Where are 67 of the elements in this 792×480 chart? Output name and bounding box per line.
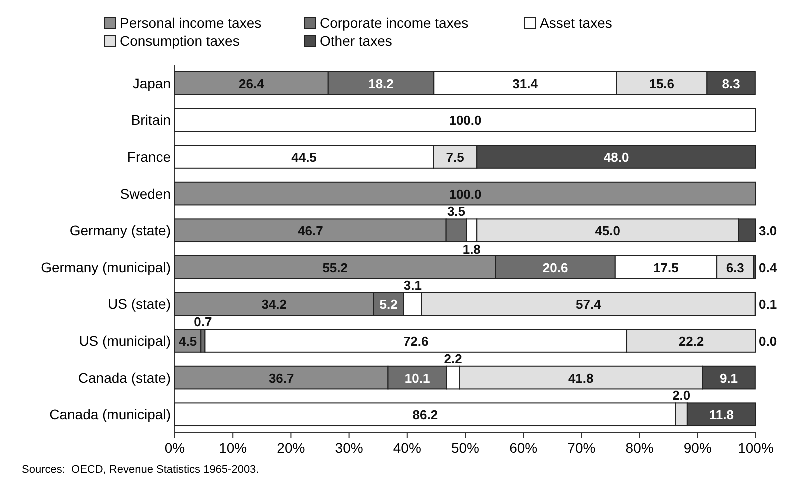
data-label: 57.4 [576, 297, 602, 312]
y-tick-label: France [127, 149, 172, 165]
data-label: 100.0 [449, 186, 482, 202]
data-label: 45.0 [595, 224, 620, 239]
x-tick-label: 60% [510, 440, 538, 456]
data-label: 0.4 [759, 260, 778, 276]
data-label: 15.6 [649, 76, 675, 92]
data-label: 36.7 [268, 370, 294, 386]
data-label: 6.3 [726, 260, 744, 276]
data-label: 10.1 [404, 370, 430, 386]
data-label: 55.2 [322, 260, 348, 276]
data-label: 20.6 [542, 260, 568, 276]
data-label: 11.8 [709, 408, 734, 423]
x-tick-label: 40% [393, 440, 422, 456]
x-tick-label: 30% [335, 440, 364, 456]
data-label: 5.2 [380, 297, 398, 312]
y-tick-label: US (municipal) [79, 333, 171, 349]
data-label: 86.2 [412, 408, 438, 423]
x-tick-label: 10% [219, 440, 248, 456]
legend-label: Personal income taxes [120, 15, 262, 31]
data-label: 31.4 [512, 76, 539, 92]
x-tick-label: 50% [451, 440, 480, 456]
data-label: 7.5 [446, 150, 464, 165]
x-tick-label: 100% [738, 440, 774, 456]
data-label: 72.6 [403, 334, 429, 349]
data-label: 26.4 [239, 76, 266, 92]
data-label: 2.0 [672, 388, 691, 404]
data-label: 34.2 [262, 297, 288, 312]
data-label: 48.0 [604, 150, 630, 165]
data-label: 9.1 [720, 370, 738, 386]
data-label: 3.5 [447, 204, 466, 220]
legend-label: Consumption taxes [120, 33, 240, 49]
data-label: 0.7 [194, 314, 212, 330]
y-tick-label: Germany (municipal) [41, 259, 171, 276]
data-label: 8.3 [722, 76, 740, 92]
legend-label: Other taxes [320, 33, 392, 49]
data-label: 100.0 [449, 113, 482, 128]
data-label: 44.5 [292, 150, 317, 165]
data-label: 0.0 [759, 334, 778, 349]
y-tick-label: Japan [132, 75, 171, 92]
data-label: 22.2 [678, 334, 704, 349]
data-label: 4.5 [179, 334, 198, 349]
x-tick-label: 20% [277, 440, 306, 456]
y-tick-label: US (state) [108, 296, 171, 312]
y-tick-label: Sweden [120, 186, 171, 202]
x-tick-label: 70% [568, 440, 596, 456]
y-tick-label: Canada (state) [78, 370, 171, 386]
y-tick-label: Canada (municipal) [50, 406, 171, 423]
data-label: 18.2 [368, 76, 394, 92]
data-label: 1.8 [462, 242, 481, 258]
bar [174, 182, 756, 206]
legend-label: Corporate income taxes [320, 15, 469, 31]
source-note: Sources: OECD, Revenue Statistics 1965-2003. [22, 464, 260, 476]
y-tick-label: Britain [131, 112, 171, 128]
y-tick-label: Germany (state) [70, 222, 171, 239]
x-tick-label: 80% [626, 440, 654, 456]
data-label: 3.1 [404, 278, 422, 293]
data-label: 0.1 [759, 297, 778, 312]
legend-label: Asset taxes [540, 15, 612, 31]
x-tick-label: 0% [164, 440, 186, 456]
data-label: 46.7 [298, 224, 324, 239]
data-label: 41.8 [568, 370, 594, 386]
data-label: 17.5 [654, 260, 679, 276]
data-label: 3.0 [759, 224, 778, 239]
x-tick-label: 90% [684, 440, 712, 456]
bar [174, 108, 756, 132]
data-label: 2.2 [444, 351, 462, 366]
